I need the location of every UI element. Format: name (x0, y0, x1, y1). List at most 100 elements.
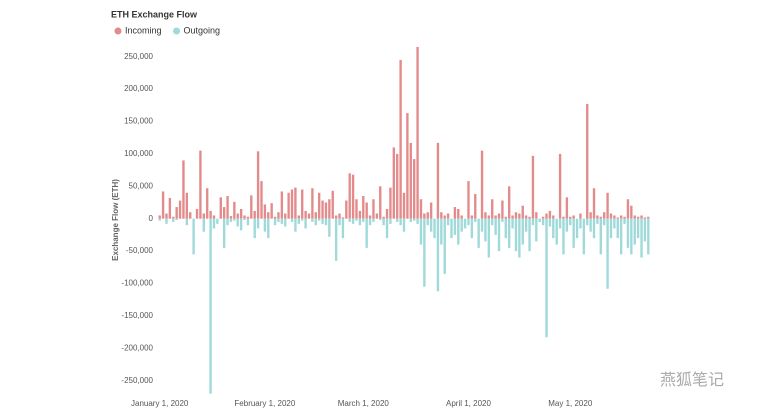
bar (423, 213, 426, 219)
bar (626, 218, 630, 248)
y-tick-label: 150,000 (124, 117, 153, 126)
bar (246, 218, 250, 226)
bar (185, 218, 189, 226)
bar (558, 153, 562, 219)
bar (463, 218, 467, 229)
bar (382, 216, 385, 219)
bar (443, 215, 446, 219)
bar (321, 218, 324, 224)
bar (647, 218, 650, 255)
bar (440, 212, 443, 219)
bar (524, 218, 528, 232)
bar (304, 210, 307, 219)
bar (548, 210, 552, 219)
bar (341, 218, 345, 239)
bar (507, 218, 511, 248)
bar (457, 208, 460, 219)
bar (467, 218, 470, 226)
bar (161, 191, 165, 219)
bar (616, 217, 619, 219)
y-tick-label: 100,000 (124, 149, 153, 158)
bar (382, 218, 385, 226)
bar (260, 181, 263, 219)
bar (443, 218, 446, 274)
bar (297, 218, 301, 224)
bar (263, 218, 267, 232)
bar (592, 218, 596, 239)
y-tick-label: -50,000 (126, 246, 154, 255)
bar (562, 216, 565, 219)
bar (504, 218, 507, 239)
bar (477, 218, 480, 248)
bar (596, 218, 599, 224)
bar (592, 188, 596, 219)
bar (586, 218, 589, 226)
bar (511, 215, 514, 219)
bar (416, 218, 419, 224)
bar (172, 216, 175, 219)
bar (586, 103, 589, 219)
bar (433, 218, 436, 239)
bar (552, 218, 555, 239)
y-tick-label: -200,000 (121, 343, 153, 352)
x-tick-label: May 1, 2020 (548, 399, 593, 408)
bar (368, 215, 372, 219)
bar (256, 151, 260, 219)
bar (351, 174, 355, 219)
bar (494, 215, 497, 219)
bar (507, 186, 511, 219)
bar (616, 218, 619, 239)
x-tick-label: March 1, 2020 (338, 399, 390, 408)
x-tick-label: February 1, 2020 (234, 399, 295, 408)
bar (277, 218, 280, 222)
bar (541, 218, 545, 226)
bar (321, 200, 324, 219)
bar (267, 212, 270, 219)
bar (565, 197, 569, 219)
bar (263, 204, 267, 219)
bar (531, 155, 535, 219)
bar (613, 218, 616, 229)
bar (579, 213, 582, 219)
bar (233, 201, 236, 219)
bar (236, 213, 239, 219)
bar (229, 216, 233, 219)
bar (494, 218, 497, 235)
bar (491, 199, 494, 219)
bar (379, 218, 382, 220)
bar (396, 153, 399, 219)
bar (470, 215, 474, 219)
bar (613, 215, 616, 219)
bar (409, 218, 412, 222)
bar (334, 215, 338, 219)
bar (623, 218, 626, 224)
bar (246, 216, 250, 219)
legend-label: Incoming (125, 25, 162, 35)
bar (402, 192, 406, 219)
bar (222, 207, 226, 219)
bar (423, 218, 426, 287)
bar (524, 215, 528, 219)
bar (314, 212, 317, 219)
bar (165, 218, 168, 224)
bar (209, 210, 212, 219)
bar (301, 218, 304, 221)
x-tick-label: January 1, 2020 (131, 399, 189, 408)
bar (426, 218, 429, 226)
bar (362, 218, 365, 222)
bar (501, 200, 504, 219)
bar (636, 216, 640, 219)
bar (569, 216, 572, 219)
bar (206, 188, 209, 219)
bar (514, 218, 518, 252)
bar (324, 218, 328, 226)
bar (623, 216, 626, 219)
bar (311, 188, 314, 219)
bar (487, 218, 491, 258)
bar (467, 181, 470, 219)
bar (209, 218, 212, 394)
bar (165, 213, 168, 219)
bar (589, 212, 592, 219)
bar (195, 208, 199, 219)
legend-swatch (114, 27, 122, 35)
